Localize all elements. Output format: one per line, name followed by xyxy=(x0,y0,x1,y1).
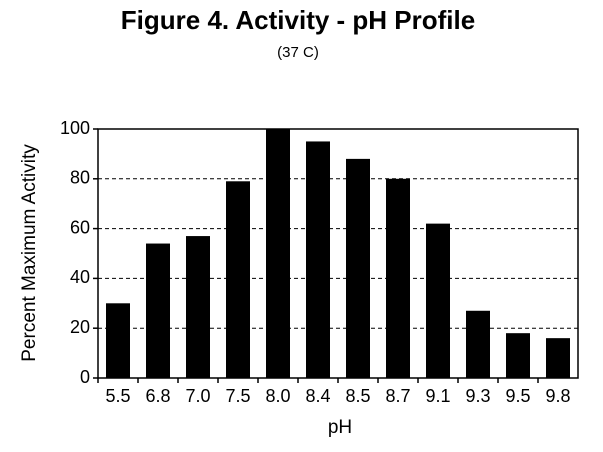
x-tick-label: 7.5 xyxy=(225,386,250,406)
x-tick-label: 9.3 xyxy=(465,386,490,406)
chart-title: Figure 4. Activity - pH Profile xyxy=(121,5,475,35)
bar xyxy=(386,178,410,378)
x-tick-label: 7.0 xyxy=(185,386,210,406)
bar xyxy=(266,129,290,378)
x-tick-label: 5.5 xyxy=(105,386,130,406)
y-tick-label: 0 xyxy=(80,367,90,387)
y-tick-label: 40 xyxy=(70,267,90,287)
x-tick-label: 8.0 xyxy=(265,386,290,406)
plot-frame xyxy=(97,128,579,379)
x-tick-label: 8.5 xyxy=(345,386,370,406)
y-tick-label: 100 xyxy=(60,118,90,138)
chart-subtitle: (37 C) xyxy=(277,44,319,61)
x-tick-label: 6.8 xyxy=(145,386,170,406)
x-tick-label: 9.8 xyxy=(545,386,570,406)
bar xyxy=(146,243,170,378)
bar xyxy=(426,223,450,378)
x-tick-label: 9.5 xyxy=(505,386,530,406)
bar xyxy=(186,236,210,378)
bar xyxy=(226,181,250,378)
y-tick-label: 20 xyxy=(70,317,90,337)
y-tick-label: 60 xyxy=(70,217,90,237)
bar xyxy=(506,333,530,378)
x-tick-label: 8.7 xyxy=(385,386,410,406)
bar xyxy=(306,141,330,378)
bar xyxy=(546,338,570,378)
bar xyxy=(106,303,130,378)
y-tick-label: 80 xyxy=(70,168,90,188)
x-axis-label: pH xyxy=(328,417,352,438)
bar xyxy=(466,310,490,378)
x-tick-label: 9.1 xyxy=(425,386,450,406)
y-axis-label: Percent Maximum Activity xyxy=(19,144,40,362)
x-tick-label: 8.4 xyxy=(305,386,330,406)
bar xyxy=(346,158,370,378)
